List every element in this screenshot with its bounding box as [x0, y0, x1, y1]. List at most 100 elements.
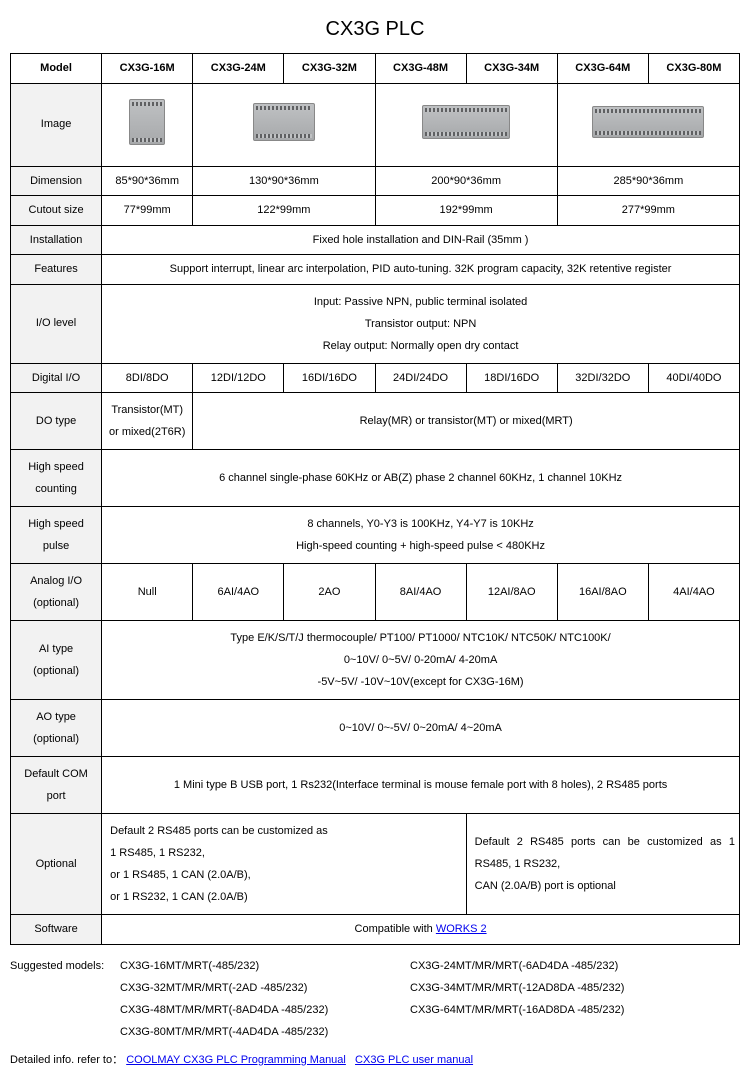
dio-3: 24DI/24DO — [375, 363, 466, 393]
opt-r2: CAN (2.0A/B) port is optional — [475, 875, 735, 897]
label-com: Default COM port — [11, 757, 102, 814]
dotype-rest: Relay(MR) or transistor(MT) or mixed(MRT… — [193, 393, 740, 450]
row-installation: Installation Fixed hole installation and… — [11, 225, 740, 255]
opt-l4: or 1 RS232, 1 CAN (2.0A/B) — [110, 886, 462, 908]
label-aotype: AO type (optional) — [11, 700, 102, 757]
hscount-val: 6 channel single-phase 60KHz or AB(Z) ph… — [102, 450, 740, 507]
aitype-val: Type E/K/S/T/J thermocouple/ PT100/ PT10… — [102, 621, 740, 700]
label-features: Features — [11, 255, 102, 285]
aitype-l2: 0~10V/ 0~5V/ 0-20mA/ 4-20mA — [106, 649, 735, 671]
label-dimension: Dimension — [11, 166, 102, 196]
hspulse-val: 8 channels, Y0-Y3 is 100KHz, Y4-Y7 is 10… — [102, 507, 740, 564]
suggested-label: Suggested models: — [10, 955, 120, 977]
iolevel-l1: Input: Passive NPN, public terminal isol… — [106, 291, 735, 313]
dotype-c1: Transistor(MT) or mixed(2T6R) — [102, 393, 193, 450]
opt-r1: Default 2 RS485 ports can be customized … — [475, 831, 735, 875]
spec-table: Model CX3G-16M CX3G-24M CX3G-32M CX3G-48… — [10, 53, 740, 945]
aio-2: 2AO — [284, 564, 375, 621]
cut-0: 77*99mm — [102, 196, 193, 226]
dim-2: 200*90*36mm — [375, 166, 557, 196]
label-software: Software — [11, 915, 102, 945]
opt-l3: or 1 RS485, 1 CAN (2.0A/B), — [110, 864, 462, 886]
row-hscount: High speed counting 6 channel single-pha… — [11, 450, 740, 507]
dim-3: 285*90*36mm — [557, 166, 739, 196]
hspulse-l2: High-speed counting + high-speed pulse <… — [106, 535, 735, 557]
row-optional: Optional Default 2 RS485 ports can be cu… — [11, 814, 740, 915]
dio-6: 40DI/40DO — [648, 363, 739, 393]
dio-5: 32DI/32DO — [557, 363, 648, 393]
aio-6: 4AI/4AO — [648, 564, 739, 621]
dio-4: 18DI/16DO — [466, 363, 557, 393]
row-cutout: Cutout size 77*99mm 122*99mm 192*99mm 27… — [11, 196, 740, 226]
opt-l2: 1 RS485, 1 RS232, — [110, 842, 462, 864]
label-digitalio: Digital I/O — [11, 363, 102, 393]
plc-image-16m — [129, 99, 165, 145]
iolevel-val: Input: Passive NPN, public terminal isol… — [102, 284, 740, 363]
row-dimension: Dimension 85*90*36mm 130*90*36mm 200*90*… — [11, 166, 740, 196]
features-val: Support interrupt, linear arc interpolat… — [102, 255, 740, 285]
cut-3: 277*99mm — [557, 196, 739, 226]
h-64m: CX3G-64M — [557, 54, 648, 84]
aio-1: 6AI/4AO — [193, 564, 284, 621]
cut-1: 122*99mm — [193, 196, 375, 226]
plc-image-64m — [592, 106, 704, 138]
sug-0-1: CX3G-24MT/MR/MRT(-6AD4DA -485/232) — [410, 955, 740, 977]
h-48m: CX3G-48M — [375, 54, 466, 84]
aio-0: Null — [102, 564, 193, 621]
h-16m: CX3G-16M — [102, 54, 193, 84]
opt-l1: Default 2 RS485 ports can be customized … — [110, 820, 462, 842]
dio-2: 16DI/16DO — [284, 363, 375, 393]
dio-1: 12DI/12DO — [193, 363, 284, 393]
row-dotype: DO type Transistor(MT) or mixed(2T6R) Re… — [11, 393, 740, 450]
optional-right: Default 2 RS485 ports can be customized … — [466, 814, 739, 915]
sug-0-0: CX3G-16MT/MRT(-485/232) — [120, 955, 410, 977]
sug-1-1: CX3G-34MT/MR/MRT(-12AD8DA -485/232) — [410, 977, 740, 999]
aio-5: 16AI/8AO — [557, 564, 648, 621]
suggested-block: Suggested models: CX3G-16MT/MRT(-485/232… — [10, 955, 740, 1071]
dim-1: 130*90*36mm — [193, 166, 375, 196]
dotype-c1b: or mixed(2T6R) — [106, 421, 188, 443]
aitype-l3: -5V~5V/ -10V~10V(except for CX3G-16M) — [106, 671, 735, 693]
row-analogio: Analog I/O (optional) Null 6AI/4AO 2AO 8… — [11, 564, 740, 621]
h-32m: CX3G-32M — [284, 54, 375, 84]
label-installation: Installation — [11, 225, 102, 255]
header-row: Model CX3G-16M CX3G-24M CX3G-32M CX3G-48… — [11, 54, 740, 84]
row-iolevel: I/O level Input: Passive NPN, public ter… — [11, 284, 740, 363]
software-val: Compatible with WORKS 2 — [102, 915, 740, 945]
h-80m: CX3G-80M — [648, 54, 739, 84]
sug-3-0: CX3G-80MT/MR/MRT(-4AD4DA -485/232) — [120, 1021, 410, 1043]
manual-link-1[interactable]: COOLMAY CX3G PLC Programming Manual — [126, 1054, 346, 1066]
plc-image-48m — [422, 105, 510, 139]
row-software: Software Compatible with WORKS 2 — [11, 915, 740, 945]
works2-link[interactable]: WORKS 2 — [436, 923, 487, 935]
label-analogio: Analog I/O (optional) — [11, 564, 102, 621]
sug-1-0: CX3G-32MT/MR/MRT(-2AD -485/232) — [120, 977, 410, 999]
row-com: Default COM port 1 Mini type B USB port,… — [11, 757, 740, 814]
sug-3-1 — [410, 1021, 740, 1043]
h-34m: CX3G-34M — [466, 54, 557, 84]
iolevel-l2: Transistor output: NPN — [106, 313, 735, 335]
manual-link-2[interactable]: CX3G PLC user manual — [355, 1054, 473, 1066]
aio-3: 8AI/4AO — [375, 564, 466, 621]
dim-0: 85*90*36mm — [102, 166, 193, 196]
aio-4: 12AI/8AO — [466, 564, 557, 621]
row-hspulse: High speed pulse 8 channels, Y0-Y3 is 10… — [11, 507, 740, 564]
detailed-info: Detailed info. refer to： COOLMAY CX3G PL… — [10, 1049, 740, 1071]
label-optional: Optional — [11, 814, 102, 915]
aotype-val: 0~10V/ 0~-5V/ 0~20mA/ 4~20mA — [102, 700, 740, 757]
label-cutout: Cutout size — [11, 196, 102, 226]
label-hspulse: High speed pulse — [11, 507, 102, 564]
row-aotype: AO type (optional) 0~10V/ 0~-5V/ 0~20mA/… — [11, 700, 740, 757]
optional-left: Default 2 RS485 ports can be customized … — [102, 814, 467, 915]
row-digitalio: Digital I/O 8DI/8DO 12DI/12DO 16DI/16DO … — [11, 363, 740, 393]
iolevel-l3: Relay output: Normally open dry contact — [106, 335, 735, 357]
dio-0: 8DI/8DO — [102, 363, 193, 393]
sug-2-1: CX3G-64MT/MR/MRT(-16AD8DA -485/232) — [410, 999, 740, 1021]
cut-2: 192*99mm — [375, 196, 557, 226]
row-aitype: AI type (optional) Type E/K/S/T/J thermo… — [11, 621, 740, 700]
page-title: CX3G PLC — [10, 18, 740, 41]
h-24m: CX3G-24M — [193, 54, 284, 84]
row-features: Features Support interrupt, linear arc i… — [11, 255, 740, 285]
h-model: Model — [11, 54, 102, 84]
label-hscount: High speed counting — [11, 450, 102, 507]
